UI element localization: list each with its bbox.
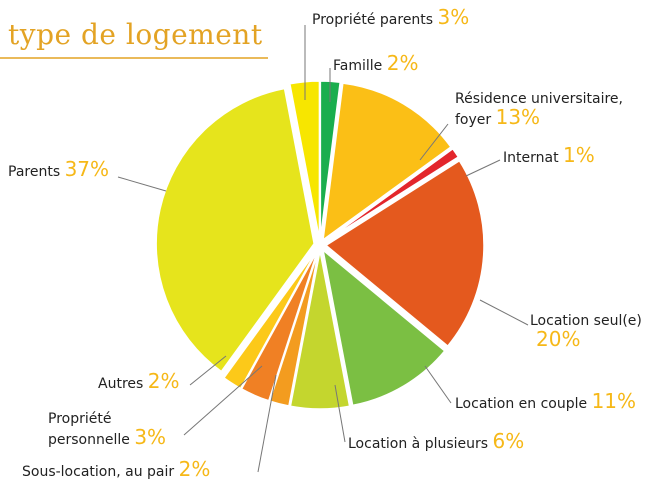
value-label: 20%	[536, 327, 581, 351]
pie-slice	[322, 82, 452, 242]
category-name: Location à plusieurs	[348, 436, 489, 452]
category-name: Autres	[98, 376, 144, 392]
pie-slice	[289, 250, 351, 410]
chart-title: type de logement	[8, 18, 263, 51]
pie-slice	[155, 87, 315, 373]
leader-line	[465, 159, 501, 177]
leader-line	[424, 365, 452, 404]
slice-label: Location seul(e) 20%	[530, 312, 655, 351]
value-label: 2%	[178, 457, 211, 481]
pie-slice	[222, 249, 318, 390]
pie-slice	[324, 159, 485, 348]
slice-label: Propriété parents 3%	[312, 5, 552, 29]
slice-label: Internat 1%	[503, 143, 643, 167]
leader-line	[257, 374, 277, 473]
value-label: 3%	[134, 425, 167, 449]
category-name: Internat	[503, 150, 559, 166]
category-name: Location en couple	[455, 396, 588, 412]
value-label: 6%	[492, 429, 525, 453]
value-label: 3%	[437, 5, 470, 29]
category-name: Location seul(e)	[530, 313, 642, 329]
category-name: Parents	[8, 164, 61, 180]
slice-label: Famille 2%	[333, 51, 473, 75]
pie-slice	[268, 250, 320, 407]
slice-label: Location en couple 11%	[455, 389, 655, 413]
category-name: Sous-location, au pair	[22, 464, 175, 480]
leader-line	[183, 365, 263, 436]
leader-line	[419, 123, 449, 161]
category-name: Propriété personnelle	[48, 411, 130, 448]
slice-label: Parents 37%	[8, 157, 128, 181]
slice-label: Sous-location, au pair 2%	[22, 457, 262, 481]
slice-label: Location à plusieurs 6%	[348, 429, 548, 453]
value-label: 1%	[563, 143, 595, 167]
leader-line	[117, 176, 167, 192]
pie-slice	[321, 248, 446, 407]
value-label: 11%	[591, 389, 637, 413]
category-name: Famille	[333, 58, 383, 74]
slice-label: Propriété personnelle 3%	[48, 410, 188, 449]
slice-label: Résidence universitaire, foyer 13%	[455, 90, 655, 129]
value-label: 13%	[495, 105, 541, 129]
leader-line	[479, 299, 529, 326]
value-label: 2%	[386, 51, 419, 75]
slice-label: Autres 2%	[98, 369, 198, 393]
pie-slice	[240, 250, 319, 402]
leader-line	[334, 384, 346, 443]
pie-slice	[324, 147, 460, 243]
category-name: Résidence universitaire, foyer	[455, 91, 623, 128]
value-label: 37%	[64, 157, 110, 181]
leader-line	[189, 355, 227, 386]
category-name: Propriété parents	[312, 12, 434, 28]
value-label: 2%	[147, 369, 180, 393]
